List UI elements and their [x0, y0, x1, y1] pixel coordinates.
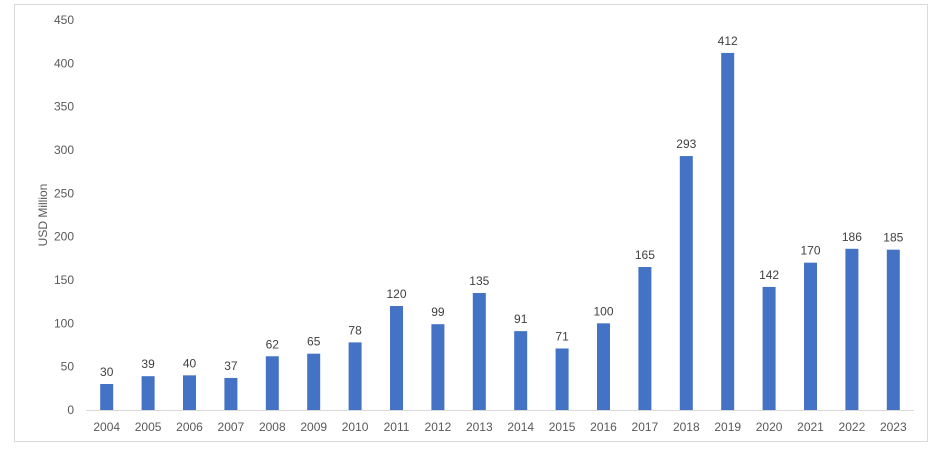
- y-tick-label: 250: [54, 186, 74, 200]
- x-tick-label-2021: 2021: [797, 420, 824, 434]
- x-tick-label-2022: 2022: [839, 420, 866, 434]
- y-tick-label: 350: [54, 100, 74, 114]
- data-label-2015: 71: [555, 329, 569, 343]
- x-tick-label-2019: 2019: [714, 420, 741, 434]
- x-tick-label-2023: 2023: [880, 420, 907, 434]
- x-tick-label-2008: 2008: [259, 420, 286, 434]
- bar-2010: [348, 342, 362, 410]
- data-label-2016: 100: [593, 304, 613, 318]
- y-tick-label: 200: [54, 230, 74, 244]
- data-label-2019: 412: [718, 34, 738, 48]
- bar-2016: [597, 323, 610, 410]
- x-tick-label-2010: 2010: [342, 420, 369, 434]
- data-label-2005: 39: [141, 357, 155, 371]
- data-label-2007: 37: [224, 359, 238, 373]
- y-tick-label: 150: [54, 273, 74, 287]
- bar-2009: [307, 353, 321, 410]
- y-tick-label: 400: [54, 56, 74, 70]
- data-label-2011: 120: [386, 287, 406, 301]
- x-tick-label-2018: 2018: [673, 420, 700, 434]
- bar-2014: [514, 331, 528, 410]
- x-tick-label-2009: 2009: [300, 420, 327, 434]
- bar-2008: [265, 356, 279, 410]
- bars: [100, 52, 900, 410]
- bar-2004: [100, 384, 114, 410]
- x-tick-label-2013: 2013: [466, 420, 493, 434]
- data-label-2006: 40: [183, 356, 197, 370]
- data-label-2008: 62: [266, 337, 280, 351]
- data-label-2023: 185: [883, 231, 903, 245]
- data-label-2009: 65: [307, 335, 321, 349]
- data-label-2017: 165: [635, 248, 655, 262]
- bar-2005: [141, 376, 155, 410]
- data-label-2018: 293: [676, 137, 696, 151]
- x-tick-label-2016: 2016: [590, 420, 617, 434]
- data-label-2014: 91: [514, 312, 528, 326]
- x-tick-label-2014: 2014: [507, 420, 534, 434]
- bar-2019: [721, 52, 735, 410]
- x-tick-label-2020: 2020: [756, 420, 783, 434]
- x-tick-label-2017: 2017: [632, 420, 659, 434]
- data-label-2004: 30: [100, 365, 114, 379]
- x-tick-label-2005: 2005: [135, 420, 162, 434]
- bar-2015: [555, 348, 569, 410]
- x-tick-label-2012: 2012: [425, 420, 452, 434]
- x-tick-label-2015: 2015: [549, 420, 576, 434]
- data-label-2020: 142: [759, 268, 779, 282]
- bar-2012: [431, 324, 445, 410]
- y-tick-label: 100: [54, 316, 74, 330]
- data-label-2013: 135: [469, 274, 489, 288]
- bar-2020: [762, 286, 776, 410]
- bar-2011: [390, 306, 403, 410]
- y-tick-label: 300: [54, 143, 74, 157]
- bar-2022: [845, 248, 859, 410]
- bar-2018: [679, 156, 693, 410]
- data-label-2021: 170: [800, 244, 820, 258]
- x-tick-label-2006: 2006: [176, 420, 203, 434]
- x-axis-ticks: 2004 2005 2006 2007 2008 2009 2010 2011 2012 2013…: [93, 420, 907, 434]
- x-tick-label-2007: 2007: [218, 420, 245, 434]
- y-tick-label: 450: [54, 13, 74, 27]
- data-labels: 30 39 40 37 62 65 78 120 99 135 91 71 100 165 293 412 14…: [100, 34, 904, 379]
- chart-frame: [14, 4, 928, 442]
- data-label-2012: 99: [431, 305, 445, 319]
- bar-2006: [183, 375, 196, 410]
- y-tick-label: 0: [67, 403, 74, 417]
- bar-2023: [886, 249, 900, 410]
- y-tick-label: 50: [61, 360, 75, 374]
- data-label-2022: 186: [842, 230, 862, 244]
- bar-2017: [638, 267, 652, 410]
- data-label-2010: 78: [348, 323, 362, 337]
- y-axis-title: USD Million: [36, 184, 50, 247]
- bar-2007: [224, 377, 238, 410]
- bar-2013: [472, 293, 486, 410]
- x-tick-label-2004: 2004: [93, 420, 120, 434]
- bar-2021: [804, 262, 817, 410]
- x-tick-label-2011: 2011: [384, 420, 410, 434]
- y-axis-ticks: 0 50 100 150 200 250 300 350 400 450: [54, 13, 74, 417]
